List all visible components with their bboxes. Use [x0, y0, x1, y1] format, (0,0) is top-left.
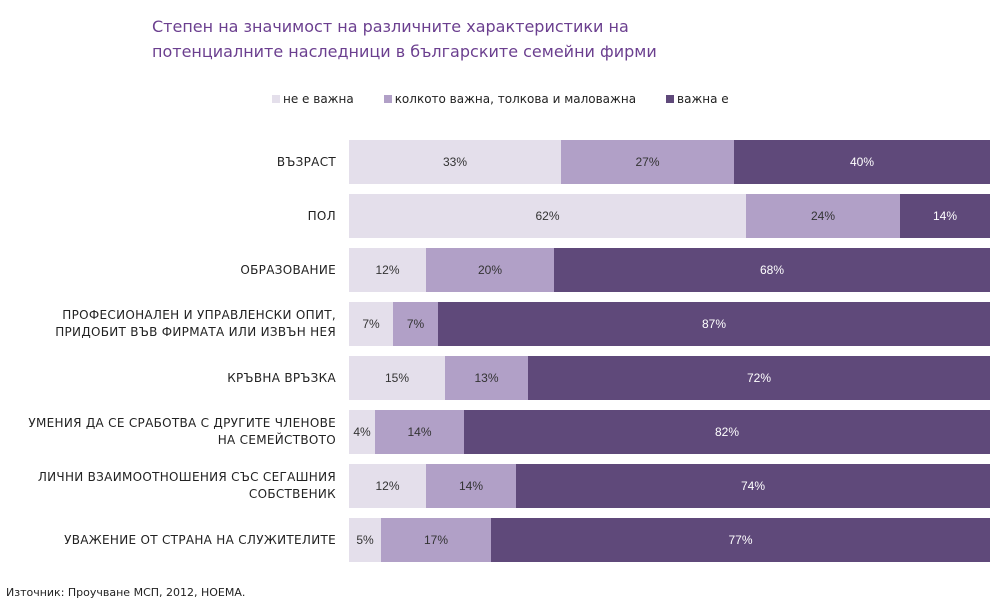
bar-segment: 7%	[349, 302, 393, 346]
bar-segment: 40%	[734, 140, 990, 184]
bar-row: УВАЖЕНИЕ ОТ СТРАНА НА СЛУЖИТЕЛИТЕ 5% 17% 77…	[0, 518, 996, 562]
bar-segment: 12%	[349, 248, 426, 292]
category-label: ЛИЧНИ ВЗАИМООТНОШЕНИЯ СЪС СЕГАШНИЯ СОБСТВ…	[37, 470, 336, 501]
bar-segment: 20%	[426, 248, 554, 292]
data-label: 62%	[535, 209, 560, 223]
data-label: 4%	[353, 425, 371, 439]
data-label: 14%	[407, 425, 432, 439]
legend-swatch-1	[272, 95, 280, 103]
bar-segment: 87%	[438, 302, 990, 346]
legend-label-3: важна е	[677, 92, 729, 106]
data-label: 20%	[477, 263, 503, 277]
bar-segment: 14%	[375, 410, 464, 454]
data-label: 15%	[384, 371, 410, 385]
data-label: 7%	[406, 317, 425, 331]
legend-swatch-3	[666, 95, 675, 103]
bar-row: ПРОФЕСИОНАЛЕН И УПРАВЛЕНСКИ ОПИТ, ПРИДОБИ…	[0, 302, 996, 346]
legend-label-2: колкото важна, толкова и маловажна	[394, 92, 637, 106]
data-label: 5%	[356, 533, 374, 547]
data-label: 12%	[375, 263, 400, 277]
bar-segment: 74%	[516, 464, 990, 508]
bar-row: ЛИЧНИ ВЗАИМООТНОШЕНИЯ СЪС СЕГАШНИЯ СОБСТВ…	[0, 464, 996, 508]
data-label: 68%	[759, 263, 785, 277]
data-label: 77%	[728, 533, 753, 547]
bar-segment: 5%	[349, 518, 381, 562]
bar-segment: 13%	[445, 356, 528, 400]
legend-item-3: важна е	[666, 92, 729, 106]
bar-row: ПОЛ 62% 24% 14%	[0, 194, 996, 238]
bar-row: КРЪВНА ВРЪЗКА 15% 13% 72%	[0, 356, 996, 400]
data-label: 27%	[635, 155, 660, 169]
bar-segment: 7%	[393, 302, 438, 346]
data-label: 87%	[701, 317, 727, 331]
data-label: 40%	[849, 155, 875, 169]
bar-segment: 77%	[491, 518, 990, 562]
data-label: 7%	[362, 317, 380, 331]
bar-segment: 72%	[528, 356, 990, 400]
data-label: 82%	[714, 425, 740, 439]
legend-swatch-2	[383, 95, 392, 103]
bar-segment: 33%	[349, 140, 561, 184]
category-label: КРЪВНА ВРЪЗКА	[227, 370, 336, 385]
chart-title: Степен на значимост на различните характ…	[152, 14, 792, 64]
legend-item-2: колкото важна, толкова и маловажна	[383, 92, 637, 106]
bar-segment: 12%	[349, 464, 426, 508]
bar-row: ОБРАЗОВАНИЕ 12% 20% 68%	[0, 248, 996, 292]
chart-legend: не е важна колкото важна, толкова и малов…	[272, 90, 759, 108]
bar-segment: 27%	[561, 140, 734, 184]
category-label: ОБРАЗОВАНИЕ	[240, 262, 336, 277]
bar-segment: 4%	[349, 410, 375, 454]
data-label: 74%	[740, 479, 766, 493]
bar-segment: 68%	[554, 248, 990, 292]
source-note: Източник: Проучване МСП, 2012, НОЕМА.	[6, 586, 246, 599]
data-label: 17%	[423, 533, 449, 547]
bar-row: УМЕНИЯ ДА СЕ СРАБОТВА С ДРУГИТЕ ЧЛЕНОВЕ Н…	[0, 410, 996, 454]
category-label: УМЕНИЯ ДА СЕ СРАБОТВА С ДРУГИТЕ ЧЛЕНОВЕ Н…	[28, 416, 336, 447]
chart-title-line-2: потенциалните наследници в българските с…	[152, 42, 657, 61]
chart-title-line-1: Степен на значимост на различните характ…	[152, 17, 629, 36]
legend-label-1: не е важна	[283, 92, 354, 106]
bar-segment: 14%	[426, 464, 516, 508]
data-label: 24%	[810, 209, 836, 223]
bar-segment: 15%	[349, 356, 445, 400]
bar-segment: 82%	[464, 410, 990, 454]
category-label: УВАЖЕНИЕ ОТ СТРАНА НА СЛУЖИТЕЛИТЕ	[64, 532, 336, 547]
data-label: 72%	[746, 371, 772, 385]
data-label: 13%	[474, 371, 499, 385]
data-label: 33%	[442, 155, 468, 169]
category-label: ПРОФЕСИОНАЛЕН И УПРАВЛЕНСКИ ОПИТ, ПРИДОБИ…	[55, 308, 336, 339]
bar-segment: 24%	[746, 194, 900, 238]
data-label: 14%	[932, 209, 958, 223]
data-label: 12%	[375, 479, 400, 493]
category-label: ВЪЗРАСТ	[276, 154, 336, 169]
bar-row: ВЪЗРАСТ 33% 27% 40%	[0, 140, 996, 184]
bar-segment: 17%	[381, 518, 491, 562]
legend-item-1: не е важна	[272, 92, 354, 106]
category-label: ПОЛ	[307, 208, 336, 223]
data-label: 14%	[458, 479, 484, 493]
bar-segment: 14%	[900, 194, 990, 238]
bar-segment: 62%	[349, 194, 746, 238]
